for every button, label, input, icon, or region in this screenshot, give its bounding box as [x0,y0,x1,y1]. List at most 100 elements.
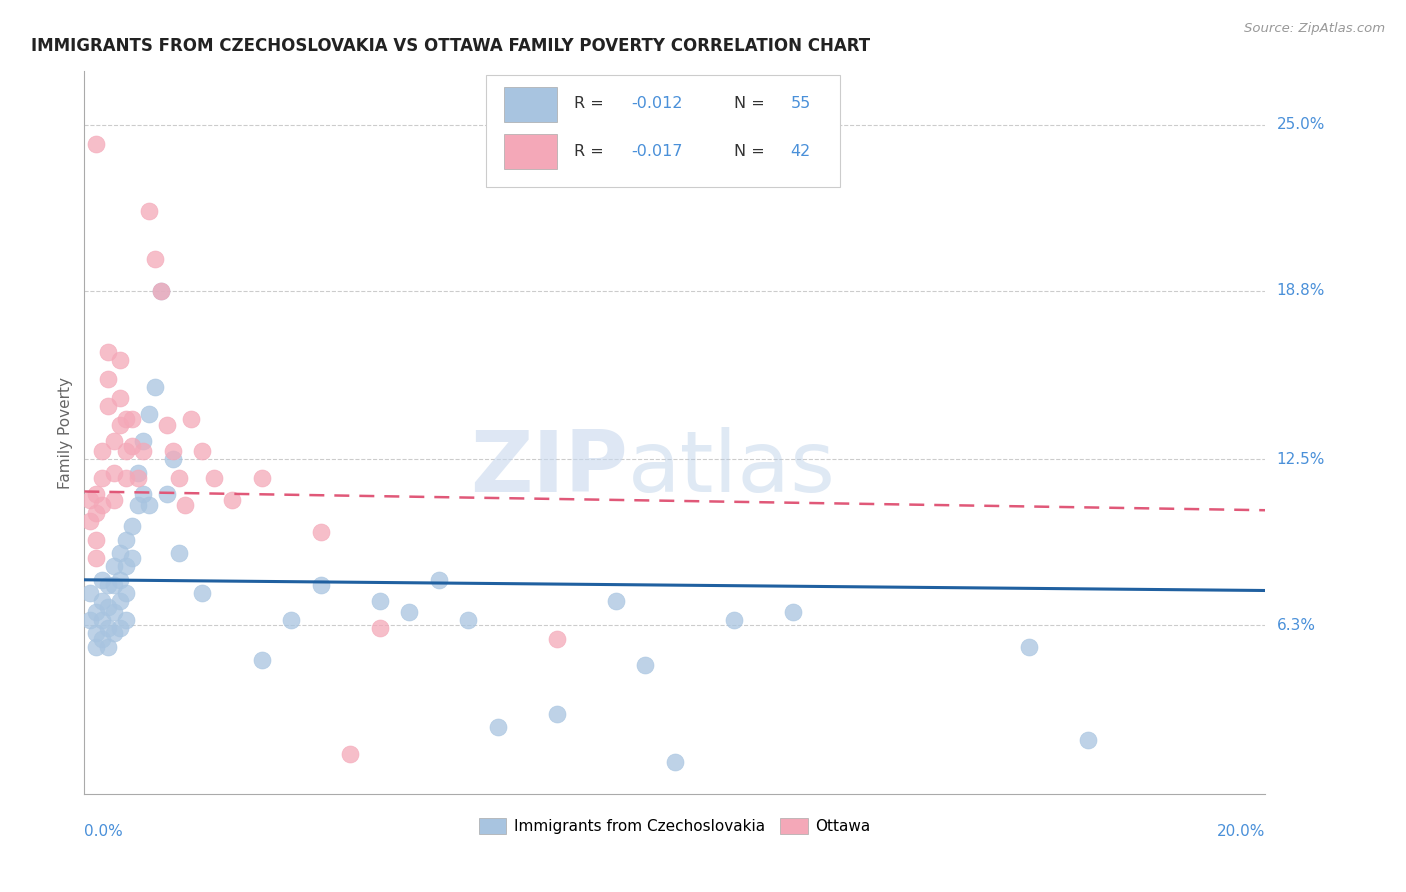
Point [250,653,273,667]
Point [121,412,143,426]
Point [191,444,214,458]
Point [108,417,131,432]
Point [723,613,745,627]
Point [103,434,125,448]
Point [156,417,179,432]
Point [79,613,101,627]
Text: -0.017: -0.017 [631,145,683,159]
Point [368,621,391,635]
Point [127,498,149,512]
Point [398,605,420,619]
Point [114,613,136,627]
Point [114,586,136,600]
Text: 6.3%: 6.3% [1277,618,1316,632]
Point [97,372,120,386]
Point [121,519,143,533]
Text: 20.0%: 20.0% [1218,824,1265,839]
Point [114,471,136,485]
Point [108,546,131,560]
Point [97,399,120,413]
Point [91,573,114,587]
Legend: Immigrants from Czechoslovakia, Ottawa: Immigrants from Czechoslovakia, Ottawa [472,813,877,840]
Text: 25.0%: 25.0% [1277,118,1324,132]
Point [1018,640,1040,654]
Point [167,546,190,560]
Point [103,626,125,640]
Point [221,492,243,507]
Point [79,492,101,507]
Point [97,345,120,359]
Text: 0.0%: 0.0% [84,824,124,839]
FancyBboxPatch shape [503,87,557,122]
Point [108,391,131,405]
Point [202,471,225,485]
Point [368,594,391,608]
Point [114,533,136,547]
Point [84,533,107,547]
Y-axis label: Family Poverty: Family Poverty [58,376,73,489]
Point [191,586,214,600]
Point [127,471,149,485]
Point [150,284,173,298]
Text: N =: N = [734,145,770,159]
Point [114,559,136,574]
Point [84,605,107,619]
Point [97,599,120,614]
Point [143,252,166,266]
Point [457,613,479,627]
Point [150,284,173,298]
Point [91,471,114,485]
Point [127,466,149,480]
Point [782,605,804,619]
Point [91,613,114,627]
Point [121,551,143,566]
Point [427,573,450,587]
FancyBboxPatch shape [503,134,557,169]
Point [79,586,101,600]
Point [114,444,136,458]
Point [634,658,657,673]
Point [84,640,107,654]
Text: 12.5%: 12.5% [1277,452,1324,467]
Text: atlas: atlas [627,427,835,510]
Point [108,621,131,635]
Text: R =: R = [575,145,609,159]
Point [103,578,125,592]
Point [97,640,120,654]
Point [97,621,120,635]
Point [132,487,155,501]
Point [91,632,114,646]
Point [138,498,160,512]
Point [91,594,114,608]
Point [79,514,101,528]
Text: 55: 55 [790,96,811,112]
Point [162,444,184,458]
Text: Source: ZipAtlas.com: Source: ZipAtlas.com [1244,22,1385,36]
Point [309,524,332,539]
Point [84,487,107,501]
Point [84,136,107,151]
Point [173,498,195,512]
Text: IMMIGRANTS FROM CZECHOSLOVAKIA VS OTTAWA FAMILY POVERTY CORRELATION CHART: IMMIGRANTS FROM CZECHOSLOVAKIA VS OTTAWA… [31,37,870,54]
Point [103,492,125,507]
Point [132,444,155,458]
Point [138,203,160,218]
Text: ZIP: ZIP [470,427,627,510]
Point [108,594,131,608]
Point [108,573,131,587]
Text: 42: 42 [790,145,811,159]
Text: -0.012: -0.012 [631,96,683,112]
Point [84,506,107,520]
Point [546,706,568,721]
Point [664,755,686,769]
Point [138,407,160,421]
Point [486,720,509,734]
Point [156,487,179,501]
Point [132,434,155,448]
Point [91,444,114,458]
Point [97,578,120,592]
Point [180,412,202,426]
Text: R =: R = [575,96,609,112]
Point [103,466,125,480]
Point [546,632,568,646]
